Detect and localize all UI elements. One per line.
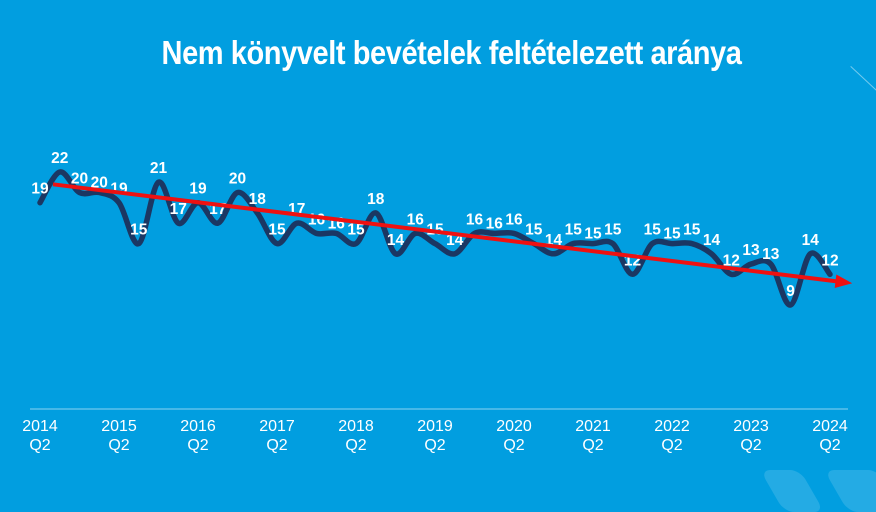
data-label: 16: [486, 215, 504, 232]
data-label: 13: [742, 242, 760, 259]
data-label: 13: [762, 246, 780, 263]
x-tick-label: 2014 Q2: [22, 418, 58, 454]
data-label: 12: [723, 252, 740, 269]
data-label: 20: [71, 171, 88, 188]
data-label: 14: [387, 232, 405, 249]
x-tick-label: 2023 Q2: [733, 418, 769, 454]
data-label: 17: [170, 201, 187, 218]
x-tick-label: 2017 Q2: [259, 418, 295, 454]
data-label: 15: [604, 222, 622, 239]
title-bar: Nem könyvelt bevételek feltételezett ará…: [0, 34, 876, 72]
x-tick-label: 2024 Q2: [812, 418, 848, 454]
data-label: 18: [367, 191, 385, 208]
series-line: [37, 169, 833, 308]
data-label: 15: [644, 222, 662, 239]
x-tick-label: 2016 Q2: [180, 418, 216, 454]
x-axis-ticks: 2014 Q2 2015 Q2 2016 Q2 2017 Q2 2018 Q2 2019 Q2 2020…: [22, 418, 848, 454]
data-label: 14: [703, 232, 721, 249]
deco-chevron-right: [824, 470, 876, 512]
data-label: 15: [565, 222, 583, 239]
data-label: 20: [229, 171, 246, 188]
data-label: 20: [91, 175, 108, 192]
slide-canvas: { "slide": { "background_color": "#019EE…: [0, 34, 876, 512]
data-label: 16: [407, 211, 425, 228]
data-label: 15: [584, 226, 602, 243]
data-label: 18: [249, 191, 267, 208]
x-tick-label: 2018 Q2: [338, 418, 374, 454]
x-tick-label: 2022 Q2: [654, 418, 690, 454]
x-tick-label: 2015 Q2: [101, 418, 137, 454]
x-tick-label: 2020 Q2: [496, 418, 532, 454]
x-tick-label: 2019 Q2: [417, 418, 453, 454]
data-label: 12: [821, 252, 838, 269]
data-label: 15: [268, 222, 286, 239]
x-tick-label: 2021 Q2: [575, 418, 611, 454]
data-label: 15: [525, 222, 543, 239]
data-label: 14: [802, 232, 820, 249]
data-label: 15: [683, 222, 701, 239]
data-label: 19: [189, 181, 207, 198]
data-label: 15: [663, 226, 681, 243]
data-label: 21: [150, 160, 168, 177]
data-label: 15: [130, 222, 148, 239]
data-label: 9: [786, 283, 795, 300]
page-title: Nem könyvelt bevételek feltételezett ará…: [161, 34, 741, 71]
trend-arrow: [52, 182, 853, 288]
data-label: 16: [308, 211, 326, 228]
data-label: 22: [51, 150, 68, 167]
data-label: 16: [505, 211, 523, 228]
data-label: 16: [466, 211, 484, 228]
data-label: 19: [31, 181, 49, 198]
data-label: 15: [347, 222, 365, 239]
